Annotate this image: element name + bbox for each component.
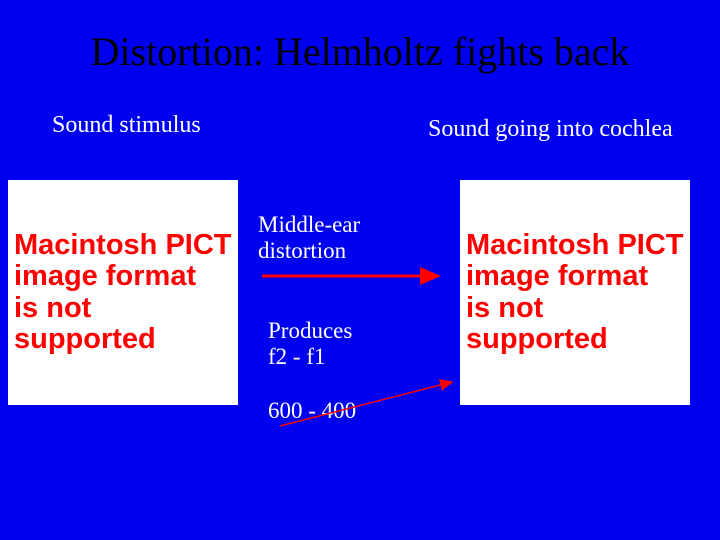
- arrow-line-bottom: [280, 382, 452, 426]
- arrow-distortion: [0, 0, 720, 540]
